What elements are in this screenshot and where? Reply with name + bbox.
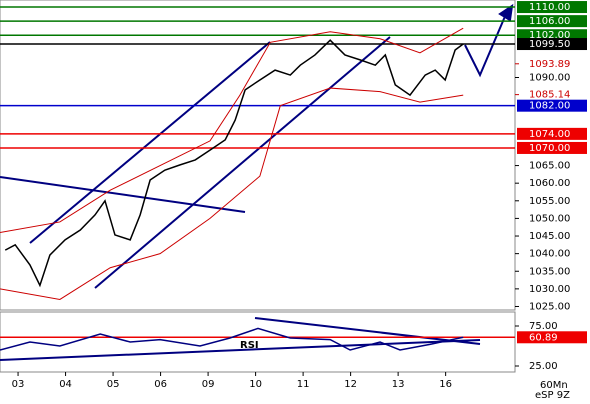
series-line: [0, 27, 464, 233]
y-tick-label: 1060.00: [529, 178, 570, 189]
x-tick-label: 04: [59, 379, 72, 390]
trendline: [0, 176, 246, 213]
y-tick-label: 1090.00: [529, 73, 570, 84]
channel-bottom: [94, 36, 391, 289]
symbol: eSP 9Z: [535, 390, 570, 400]
level-box: [517, 331, 587, 344]
x-tick-label: 10: [249, 379, 262, 390]
series-line: [4, 39, 464, 288]
level-label: 1099.50: [529, 39, 570, 50]
x-tick-label: 12: [344, 379, 357, 390]
level-label: 1074.00: [529, 129, 570, 140]
x-tick-label: 05: [107, 379, 120, 390]
level-label: 1070.00: [529, 143, 570, 154]
y-tick-label: 1025.00: [529, 301, 570, 312]
level-label: 1082.00: [529, 101, 570, 112]
x-tick-label: 09: [202, 379, 215, 390]
timeframe: 60Mn: [540, 380, 568, 391]
y-tick-label: 1040.00: [529, 249, 570, 260]
level-label: 1093.89: [529, 59, 570, 70]
y-tick-label: 1030.00: [529, 284, 570, 295]
trendlines: [0, 3, 514, 361]
channel-top: [29, 41, 271, 244]
x-tick-label: 06: [154, 379, 167, 390]
price-panel: [0, 0, 516, 311]
arrow-head: [498, 3, 514, 22]
y-tick-label: 75.00: [529, 321, 558, 332]
y-tick-label: 1050.00: [529, 213, 570, 224]
rsi-trendline: [0, 339, 481, 361]
level-box: [517, 127, 587, 140]
level-label: 60.89: [529, 332, 558, 343]
level-box: [517, 141, 587, 154]
series-line: [0, 327, 464, 351]
x-tick-label: 11: [297, 379, 310, 390]
rsi-title: RSI: [240, 340, 259, 351]
level-label: 1085.14: [529, 90, 570, 101]
y-tick-label: 1045.00: [529, 231, 570, 242]
arrow: [464, 13, 507, 78]
level-label: 1110.00: [529, 2, 570, 13]
level-label: 1102.00: [529, 30, 570, 41]
level-box: [517, 1, 587, 14]
series-line: [0, 87, 464, 300]
level-label: 1106.00: [529, 16, 570, 27]
y-tick-label: 1055.00: [529, 196, 570, 207]
level-box: [517, 99, 587, 112]
level-box: [517, 38, 587, 51]
rsi-trendline: [254, 317, 481, 345]
y-tick-label: 1035.00: [529, 266, 570, 277]
level-box: [517, 15, 587, 28]
x-tick-label: 03: [12, 379, 25, 390]
y-tick-label: 1065.00: [529, 161, 570, 172]
x-tick-label: 13: [392, 379, 405, 390]
x-tick-label: 16: [439, 379, 452, 390]
y-tick-label: 25.00: [529, 361, 558, 372]
